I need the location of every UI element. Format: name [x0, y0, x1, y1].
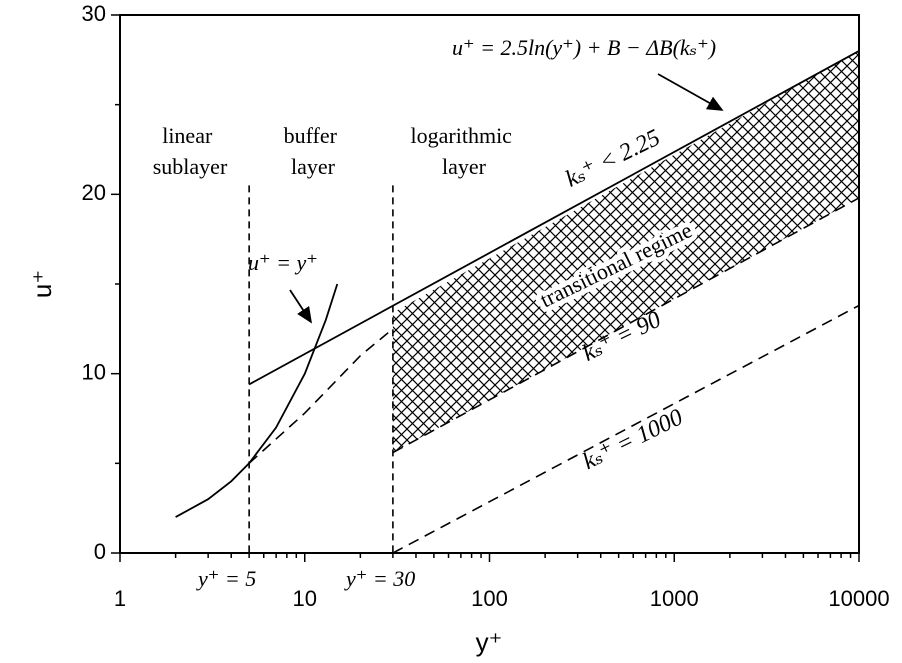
x-tick-label: 1 — [114, 586, 126, 611]
y-axis-title: u⁺ — [27, 270, 57, 298]
ks-label-1000: kₛ⁺ = 1000 — [579, 404, 687, 475]
law-of-wall-label: u⁺ = y⁺ — [248, 250, 318, 275]
series-line-smooth-log-law — [248, 50, 860, 386]
y-tick-label: 10 — [82, 359, 106, 384]
series-line-ks1000 — [392, 304, 860, 554]
series-line-ks90 — [392, 197, 860, 454]
y-tick-label: 0 — [94, 539, 106, 564]
y-ticks — [111, 14, 120, 554]
log-law-arrow — [657, 73, 724, 111]
x-ticks — [119, 553, 860, 562]
x-axis-title: y⁺ — [476, 627, 503, 657]
x-tick-label: 10 — [293, 586, 317, 611]
log-law-label: u⁺ = 2.5ln(y⁺) + B − ΔB(kₛ⁺) — [452, 35, 716, 60]
region-label-buffer-layer: buffer layer — [284, 123, 343, 179]
y-tick-label: 30 — [82, 1, 106, 26]
vline-label-y5: y⁺ = 5 — [196, 566, 256, 591]
x-tick-label: 10000 — [828, 586, 889, 611]
series-line-viscous — [175, 283, 339, 518]
x-tick-label: 1000 — [650, 586, 699, 611]
series-line-buffer-dashed — [248, 328, 394, 464]
x-tick-labels: 1 10 100 1000 10000 — [114, 586, 890, 611]
region-label-logarithmic-layer: logarithmic layer — [411, 123, 518, 179]
law-of-wall-arrow — [289, 289, 312, 324]
transitional-regime-hatch — [392, 50, 859, 453]
x-tick-label: 100 — [471, 586, 508, 611]
vline-label-y30: y⁺ = 30 — [344, 566, 415, 591]
region-label-linear-sublayer: linear sublayer — [153, 123, 228, 179]
y-tick-labels: 0 10 20 30 — [82, 1, 106, 564]
y-tick-label: 20 — [82, 180, 106, 205]
